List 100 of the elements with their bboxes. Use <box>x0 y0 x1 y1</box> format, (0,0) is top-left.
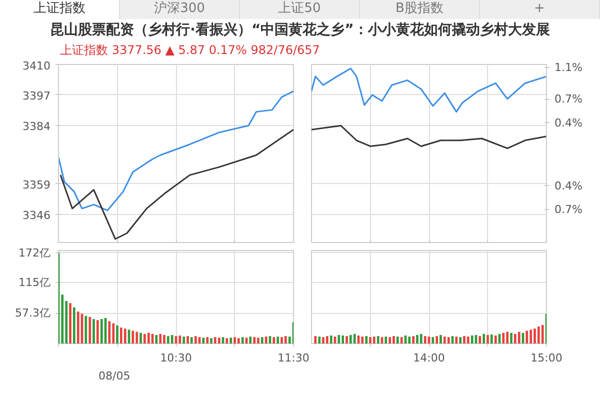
bar <box>408 336 411 344</box>
y-tick-label: 3346 <box>22 208 51 222</box>
bar <box>210 338 212 344</box>
bar <box>241 337 244 344</box>
x-tick-label: 15:00 <box>530 352 562 364</box>
bar <box>182 336 186 344</box>
bar <box>257 338 260 344</box>
y-tick-label: 3410 <box>22 60 51 72</box>
bar <box>338 334 340 344</box>
y-tick-label: 3397 <box>22 89 51 102</box>
line-series <box>60 128 294 240</box>
bar <box>326 336 328 344</box>
y-tick-label: 3384 <box>22 120 51 133</box>
bar <box>237 338 240 344</box>
bar <box>206 337 209 344</box>
bar <box>226 338 228 344</box>
bar <box>482 334 486 344</box>
bar <box>132 330 134 344</box>
bar <box>478 336 482 344</box>
bar <box>136 332 138 344</box>
bar <box>178 336 182 344</box>
bar <box>280 337 283 344</box>
bar <box>400 337 403 344</box>
y-tick-label: 57.3亿 <box>15 306 51 320</box>
bar <box>502 332 505 344</box>
bar <box>447 337 450 344</box>
bar <box>92 319 95 344</box>
bar <box>84 316 88 344</box>
bar <box>466 336 470 344</box>
bar <box>455 336 458 344</box>
bar <box>443 336 446 344</box>
text: 沪深300 <box>120 0 240 19</box>
bar <box>463 336 466 344</box>
bar <box>424 336 426 344</box>
bar <box>116 325 118 344</box>
x-tick-label: 11:30 <box>278 352 310 364</box>
bar <box>234 337 236 344</box>
bar <box>365 336 368 344</box>
bar <box>253 337 256 344</box>
bar <box>230 338 232 344</box>
bar <box>330 336 332 344</box>
bar <box>436 336 438 344</box>
y-tick-label: 172亿 <box>18 246 51 260</box>
bar <box>322 337 324 344</box>
bar <box>353 334 356 344</box>
bar <box>112 323 115 344</box>
y-tick-label: 115亿 <box>18 276 51 289</box>
bar <box>432 337 434 344</box>
bar <box>318 336 321 344</box>
bar <box>166 336 170 344</box>
bar <box>88 316 92 344</box>
x-tick-label: 14:00 <box>413 352 445 364</box>
bar <box>314 336 317 344</box>
x-tick-label: 10:30 <box>160 352 192 364</box>
bar <box>249 336 252 344</box>
bar <box>361 336 364 344</box>
bar <box>486 334 489 344</box>
chart-title: 昆山股票配资（乡村行·看振兴）“中国黄花之乡”：小小黄花如何撬动乡村大发展 <box>50 21 550 40</box>
bar <box>284 336 287 344</box>
bar <box>537 326 540 344</box>
bar <box>416 334 418 344</box>
bar <box>459 337 462 344</box>
bar <box>392 336 395 344</box>
bar <box>490 334 493 344</box>
y-tick-label: 3359 <box>22 178 51 192</box>
bar <box>384 336 388 344</box>
bar <box>506 332 509 344</box>
bar <box>155 334 158 344</box>
text: 0.4% <box>554 116 582 130</box>
bar <box>534 328 536 344</box>
bar <box>541 324 544 344</box>
bar <box>412 336 415 344</box>
bar <box>349 334 352 344</box>
bar <box>214 337 216 344</box>
bar <box>72 307 76 344</box>
bar <box>530 330 532 344</box>
bar <box>100 319 103 344</box>
bar <box>514 334 516 344</box>
bar <box>342 336 344 344</box>
bar <box>140 332 142 344</box>
bar <box>170 334 174 344</box>
bar <box>369 337 372 344</box>
text: 0.7% <box>554 92 582 106</box>
bar <box>69 303 72 344</box>
bar <box>372 336 376 344</box>
text: 上证50 <box>240 0 360 19</box>
bar <box>143 334 146 344</box>
bar <box>526 330 528 344</box>
bar <box>190 337 193 344</box>
bar <box>108 321 111 344</box>
bar <box>346 336 348 344</box>
chart-subtitle: 上证指数 3377.56 ▲ 5.87 0.17% 982/76/657 <box>60 42 320 59</box>
bar <box>510 332 512 344</box>
bar <box>276 336 280 344</box>
text: 1.1% <box>554 61 582 74</box>
bar <box>440 334 442 344</box>
bar <box>264 336 268 344</box>
bar <box>202 338 205 344</box>
bar <box>494 336 497 344</box>
bar <box>96 320 99 344</box>
